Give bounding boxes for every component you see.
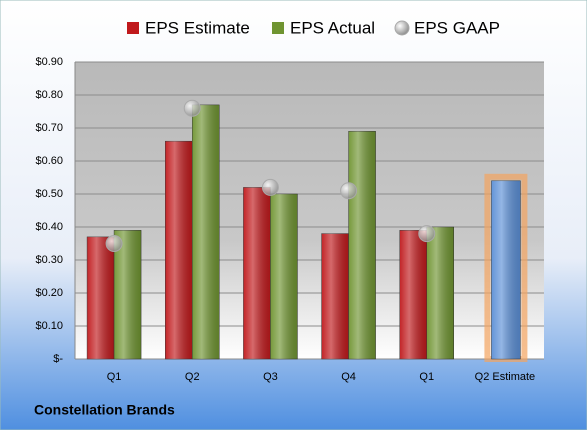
y-tick-label: $0.90	[35, 56, 63, 68]
bar-shine	[114, 230, 142, 359]
gaap-marker	[105, 235, 123, 252]
y-tick-label: $0.50	[35, 188, 63, 200]
y-tick-label: $0.70	[35, 122, 63, 134]
y-tick-label: $0.10	[35, 320, 63, 332]
y-tick-label: $0.20	[35, 287, 63, 299]
bar-shine	[270, 194, 298, 359]
chart-title: Constellation Brands	[34, 402, 175, 418]
bar-shine	[243, 187, 271, 359]
legend-marker	[127, 22, 139, 34]
gaap-marker	[418, 225, 436, 243]
x-tick-label: Q2	[185, 371, 200, 383]
bar-shine	[399, 230, 427, 359]
legend-marker	[272, 22, 284, 34]
legend-label: EPS Actual	[290, 18, 375, 37]
gaap-marker	[261, 178, 279, 196]
y-tick-label: $0.40	[35, 221, 63, 233]
bar-shine	[165, 141, 193, 359]
x-tick-label: Q1	[107, 371, 122, 383]
legend-label: EPS GAAP	[414, 18, 500, 37]
gaap-marker	[183, 99, 201, 117]
y-tick-label: $0.60	[35, 155, 63, 167]
x-tick-label: Q2 Estimate	[475, 371, 536, 383]
bar-shine	[426, 227, 454, 359]
gaap-marker	[340, 182, 358, 200]
legend-label: EPS Estimate	[145, 18, 250, 37]
bar-shine	[321, 233, 349, 359]
x-tick-label: Q1	[419, 371, 434, 383]
bar-shine	[348, 131, 376, 359]
y-tick-label: $0.80	[35, 89, 63, 101]
legend-marker	[394, 20, 410, 36]
x-tick-label: Q4	[341, 371, 356, 383]
y-tick-label: $0.30	[35, 254, 63, 266]
bar-shine	[87, 236, 115, 359]
bar-shine	[491, 180, 521, 359]
bar-shine	[192, 104, 220, 360]
plot-area	[75, 62, 544, 359]
x-tick-label: Q3	[263, 371, 278, 383]
y-tick-label: $-	[53, 353, 63, 365]
